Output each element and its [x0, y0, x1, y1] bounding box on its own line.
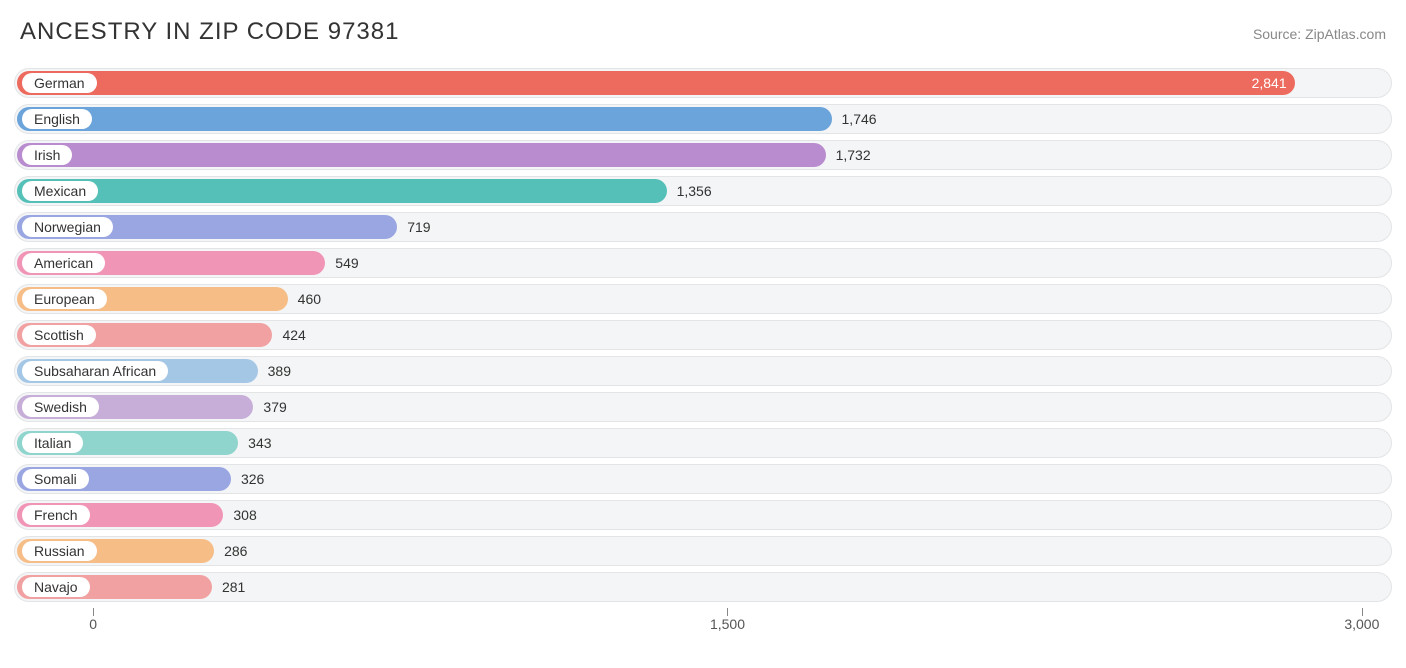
chart-header: ANCESTRY IN ZIP CODE 97381 Source: ZipAt…	[14, 18, 1392, 46]
bar-row: American 549	[14, 248, 1392, 278]
x-axis: 0 1,500 3,000	[14, 608, 1392, 630]
category-label: Russian	[22, 541, 97, 561]
value-label: 343	[248, 435, 271, 451]
category-label: Subsaharan African	[22, 361, 168, 381]
value-label: 719	[407, 219, 430, 235]
value-label: 286	[224, 543, 247, 559]
axis-tick	[93, 608, 94, 616]
category-label: American	[22, 253, 105, 273]
category-label: German	[22, 73, 97, 93]
bar-fill	[17, 71, 1295, 95]
value-label: 308	[233, 507, 256, 523]
axis-tick-label: 1,500	[710, 616, 745, 632]
bar-row: Irish 1,732	[14, 140, 1392, 170]
category-label: Norwegian	[22, 217, 113, 237]
value-label: 379	[263, 399, 286, 415]
axis-tick-label: 3,000	[1344, 616, 1379, 632]
bar-row: Somali 326	[14, 464, 1392, 494]
value-label: 424	[282, 327, 305, 343]
bar-fill	[17, 179, 667, 203]
category-label: Italian	[22, 433, 83, 453]
value-label: 389	[268, 363, 291, 379]
bar-row: Russian 286	[14, 536, 1392, 566]
bar-track	[14, 572, 1392, 602]
bar-row: Subsaharan African 389	[14, 356, 1392, 386]
value-label: 1,746	[842, 111, 877, 127]
bar-row: Scottish 424	[14, 320, 1392, 350]
bar-row: Navajo 281	[14, 572, 1392, 602]
bar-row: English 1,746	[14, 104, 1392, 134]
value-label: 281	[222, 579, 245, 595]
value-label: 460	[298, 291, 321, 307]
axis-tick-label: 0	[89, 616, 97, 632]
value-label: 2,841	[1252, 75, 1287, 91]
bar-row: French 308	[14, 500, 1392, 530]
category-label: European	[22, 289, 107, 309]
category-label: Navajo	[22, 577, 90, 597]
bar-row: Mexican 1,356	[14, 176, 1392, 206]
bar-row: Norwegian 719	[14, 212, 1392, 242]
bar-row: European 460	[14, 284, 1392, 314]
value-label: 1,732	[836, 147, 871, 163]
category-label: French	[22, 505, 90, 525]
bar-fill	[17, 143, 826, 167]
bar-fill	[17, 107, 832, 131]
ancestry-chart: ANCESTRY IN ZIP CODE 97381 Source: ZipAt…	[0, 0, 1406, 668]
category-label: Irish	[22, 145, 72, 165]
value-label: 549	[335, 255, 358, 271]
category-label: Swedish	[22, 397, 99, 417]
bar-row: Swedish 379	[14, 392, 1392, 422]
category-label: Scottish	[22, 325, 96, 345]
axis-tick	[1362, 608, 1363, 616]
category-label: English	[22, 109, 92, 129]
bar-row: Italian 343	[14, 428, 1392, 458]
category-label: Mexican	[22, 181, 98, 201]
chart-title: ANCESTRY IN ZIP CODE 97381	[20, 18, 399, 46]
value-label: 1,356	[677, 183, 712, 199]
bar-track	[14, 536, 1392, 566]
chart-source: Source: ZipAtlas.com	[1253, 26, 1386, 42]
bar-row: German 2,841	[14, 68, 1392, 98]
bars-area: German 2,841 English 1,746 Irish 1,732 Mexican…	[14, 68, 1392, 658]
category-label: Somali	[22, 469, 89, 489]
axis-tick	[727, 608, 728, 616]
value-label: 326	[241, 471, 264, 487]
